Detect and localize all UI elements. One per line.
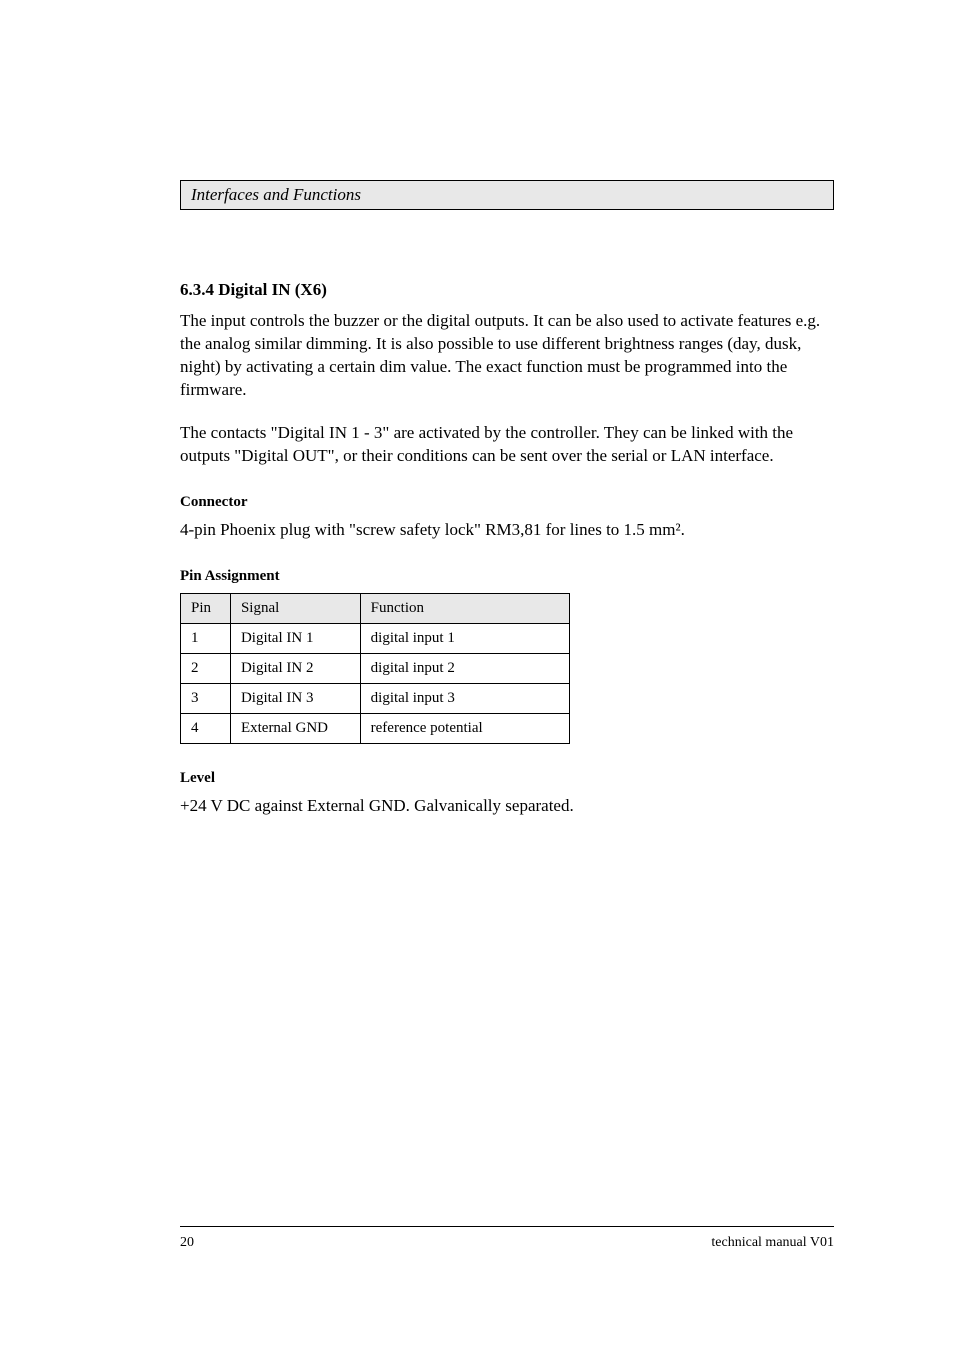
document-page: Interfaces and Functions 6.3.4 Digital I…: [0, 0, 954, 1351]
cell-function: reference potential: [360, 713, 569, 743]
table-header-signal: Signal: [230, 593, 360, 623]
page-header-bar: Interfaces and Functions: [180, 180, 834, 210]
footer-doc-title: technical manual V01: [711, 1235, 834, 1251]
cell-pin: 4: [181, 713, 231, 743]
connector-heading: Connector: [180, 494, 834, 511]
cell-pin: 3: [181, 683, 231, 713]
table-row: 1 Digital IN 1 digital input 1: [181, 623, 570, 653]
cell-pin: 2: [181, 653, 231, 683]
intro-paragraph: The input controls the buzzer or the dig…: [180, 310, 834, 402]
table-header-pin: Pin: [181, 593, 231, 623]
section-number: 6.3.4: [180, 280, 214, 299]
page-header-title: Interfaces and Functions: [191, 185, 361, 204]
pin-assignment-heading: Pin Assignment: [180, 568, 834, 585]
cell-signal: Digital IN 1: [230, 623, 360, 653]
table-row: 3 Digital IN 3 digital input 3: [181, 683, 570, 713]
table-row: 4 External GND reference potential: [181, 713, 570, 743]
section-heading: 6.3.4 Digital IN (X6): [180, 280, 834, 300]
table-header-row: Pin Signal Function: [181, 593, 570, 623]
cell-pin: 1: [181, 623, 231, 653]
pin-assignment-table: Pin Signal Function 1 Digital IN 1 digit…: [180, 593, 570, 744]
level-text: +24 V DC against External GND. Galvanica…: [180, 795, 834, 818]
section-title: Digital IN (X6): [218, 280, 327, 299]
cell-signal: Digital IN 3: [230, 683, 360, 713]
table-header-function: Function: [360, 593, 569, 623]
cell-signal: External GND: [230, 713, 360, 743]
contacts-paragraph: The contacts "Digital IN 1 - 3" are acti…: [180, 422, 834, 468]
cell-function: digital input 1: [360, 623, 569, 653]
cell-function: digital input 2: [360, 653, 569, 683]
connector-text: 4-pin Phoenix plug with "screw safety lo…: [180, 519, 834, 542]
table-row: 2 Digital IN 2 digital input 2: [181, 653, 570, 683]
page-footer: 20 technical manual V01: [180, 1226, 834, 1251]
cell-signal: Digital IN 2: [230, 653, 360, 683]
level-heading: Level: [180, 770, 834, 787]
cell-function: digital input 3: [360, 683, 569, 713]
footer-page-number: 20: [180, 1235, 194, 1251]
